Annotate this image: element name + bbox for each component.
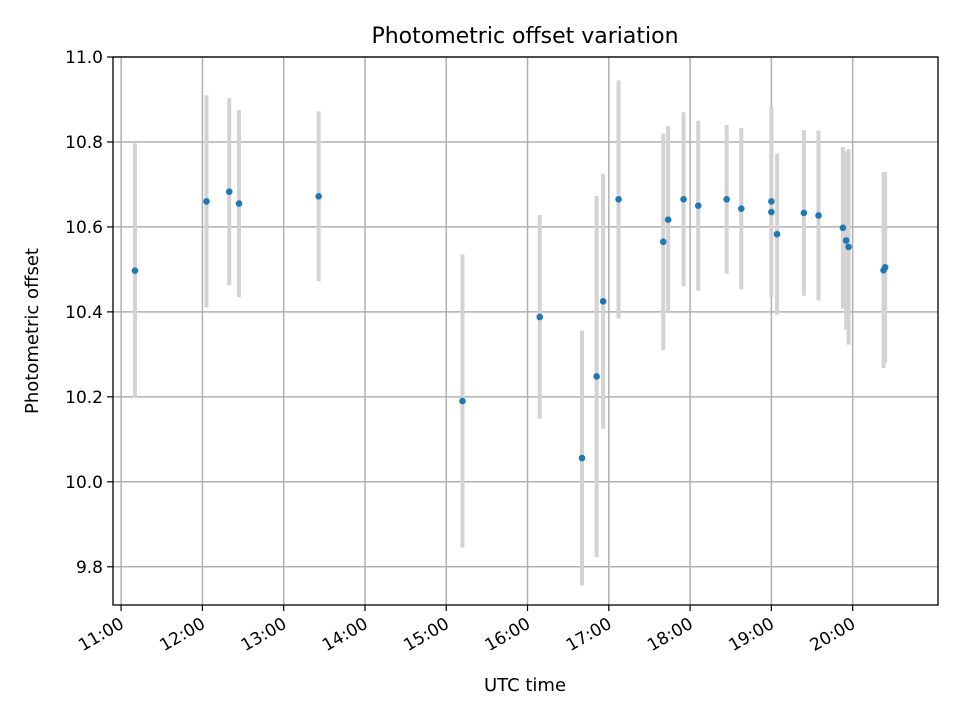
data-point (768, 198, 775, 205)
x-tick-label: 19:00 (725, 614, 777, 656)
data-point (664, 216, 672, 224)
data-point (815, 212, 822, 219)
data-point (578, 454, 586, 462)
y-tick-label: 10.2 (65, 388, 103, 408)
x-tick-label: 11:00 (75, 614, 127, 656)
y-axis-label: Photometric offset (22, 248, 43, 414)
data-point (768, 208, 775, 216)
x-tick-label: 14:00 (319, 614, 371, 656)
data-point (842, 237, 850, 244)
data-point (235, 200, 243, 207)
data-point (459, 397, 466, 405)
y-tick-label: 11.0 (65, 48, 103, 68)
data-point (659, 238, 667, 246)
x-tick-label: 15:00 (400, 614, 452, 656)
x-tick-label: 13:00 (238, 614, 290, 656)
y-tick-label: 10.0 (65, 473, 103, 493)
y-tick-label: 10.4 (65, 303, 103, 323)
data-point (593, 373, 600, 380)
data-point (680, 196, 687, 203)
data-point (131, 267, 139, 274)
data-point (225, 188, 233, 195)
data-point (723, 196, 730, 203)
data-point (800, 209, 808, 217)
data-point (839, 224, 847, 232)
error-bars (132, 80, 888, 586)
data-points (131, 188, 889, 462)
data-point (694, 202, 702, 209)
x-axis-ticks: 11:00 12:00 13:00 14:00 15:00 16:00 17:00 18:00… (75, 605, 859, 656)
x-tick-label: 17:00 (563, 614, 615, 656)
data-point (315, 193, 322, 200)
x-tick-label: 20:00 (807, 614, 859, 656)
x-tick-label: 18:00 (644, 614, 696, 656)
grid-lines (113, 56, 938, 605)
data-point (536, 313, 544, 321)
data-point (845, 243, 852, 251)
x-tick-label: 12:00 (156, 614, 208, 656)
chart-title: Photometric offset variation (371, 24, 678, 49)
x-tick-label: 16:00 (482, 614, 534, 656)
y-tick-label: 10.8 (65, 133, 103, 153)
data-point (599, 297, 607, 305)
y-tick-label: 9.8 (76, 558, 103, 578)
y-axis-ticks: 9.8 10.0 10.2 10.4 10.6 10.8 11.0 (65, 48, 113, 578)
y-tick-label: 10.6 (65, 218, 103, 238)
data-point (738, 205, 745, 212)
data-point (615, 196, 622, 203)
data-point (881, 263, 889, 271)
data-point (203, 198, 210, 205)
plot-frame (112, 56, 939, 606)
data-point (773, 230, 781, 238)
x-axis-label: UTC time (484, 675, 566, 696)
